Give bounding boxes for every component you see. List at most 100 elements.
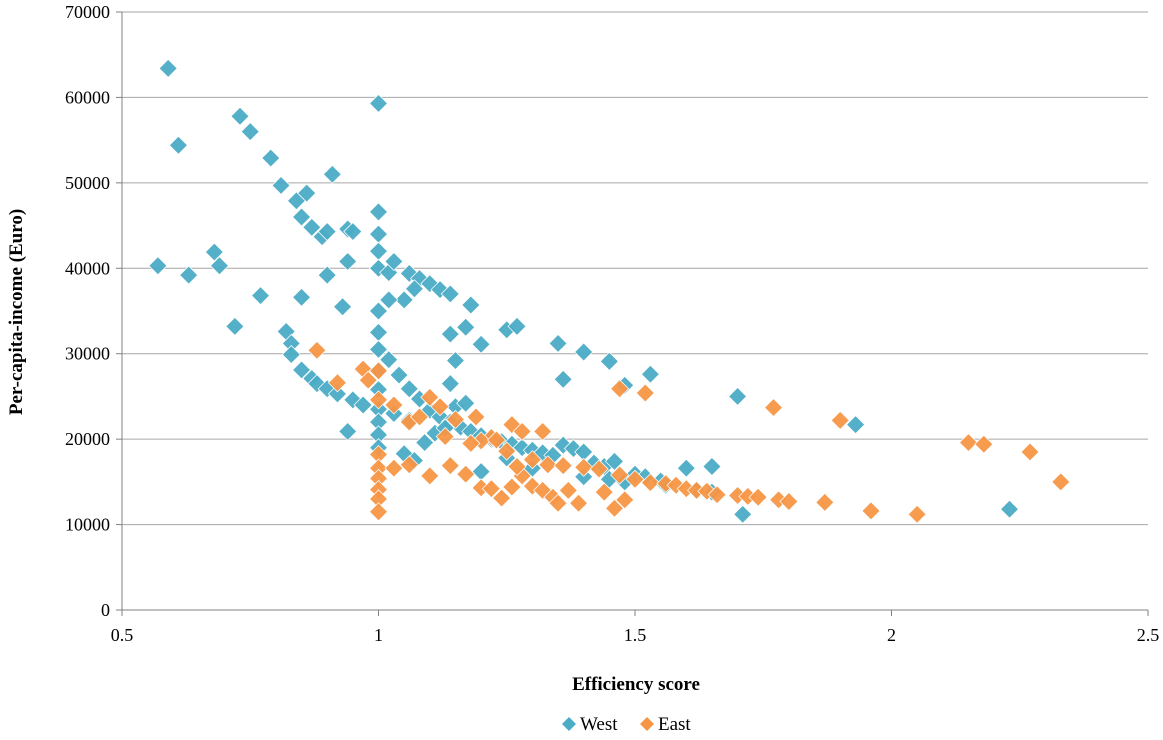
point-west [338,251,358,272]
y-axis-title: Per-capita-income (Euro) [6,209,27,415]
point-west [430,280,450,300]
point-west [368,339,389,360]
point-west [158,58,178,78]
point-east [368,390,389,410]
point-east [533,421,553,442]
point-west [471,334,491,354]
point-west [179,265,199,285]
point-west [333,297,353,317]
point-west [389,365,409,385]
point-west [599,351,619,371]
point-east [707,485,727,505]
point-east [548,493,568,513]
point-west [728,386,748,406]
point-east [440,456,460,476]
point-west [271,175,291,195]
point-east [507,456,527,477]
point-east [779,491,799,512]
point-west [471,462,491,482]
point-west [379,290,399,310]
point-west [250,286,271,306]
point-west [281,345,301,365]
point-east [574,457,594,477]
point-west [291,287,312,307]
point-west [574,342,594,362]
series-east [307,340,1071,524]
point-west [420,274,440,294]
y-tick-label: 70000 [65,2,110,22]
point-west [702,456,722,477]
point-east [610,379,630,399]
legend-marker-east [640,717,654,731]
point-west [322,164,342,184]
point-west [512,438,532,458]
point-west [368,93,389,113]
y-tick-label: 50000 [65,173,110,193]
point-west [261,148,281,168]
point-west [999,499,1020,519]
y-tick-label: 20000 [65,429,110,449]
legend: West East [562,714,691,735]
point-east [558,480,578,500]
point-east [640,473,660,493]
point-east [420,387,440,407]
point-east [522,476,542,496]
point-west [368,322,389,342]
point-west [297,183,317,203]
point-east [861,501,881,521]
point-west [338,421,358,442]
point-east [958,432,979,453]
point-west [343,390,363,410]
point-west [846,415,866,435]
series-west [148,58,1020,524]
point-east [625,469,645,489]
point-west [168,135,188,155]
point-east [327,373,348,393]
point-east [466,407,486,427]
point-west [317,265,337,285]
point-west [384,251,404,272]
point-east [384,395,404,415]
point-west [209,256,230,276]
y-tick-label: 60000 [65,87,110,107]
point-west [676,458,696,478]
legend-marker-west [562,717,576,731]
point-west [733,504,753,524]
point-east [569,493,589,513]
x-tick-labels: 0.5 1 1.5 2 2.5 [111,625,1160,645]
point-east [435,427,455,447]
point-east [830,410,850,430]
point-east [1051,472,1071,492]
point-east [486,430,507,450]
point-east [907,504,927,524]
x-tick-label: 0.5 [111,625,134,645]
point-west [553,435,573,455]
point-east [522,450,542,470]
point-east [481,479,501,499]
point-west [302,217,322,237]
point-east [502,477,522,497]
y-tick-label: 30000 [65,344,110,364]
point-east [610,465,630,485]
point-east [604,498,625,518]
point-west [353,395,373,415]
data-points [148,58,1071,524]
y-tick-label: 10000 [65,515,110,535]
point-west [394,290,414,310]
point-west [507,316,527,336]
point-west [148,256,168,276]
point-east [748,487,768,507]
point-east [538,455,558,475]
point-west [415,432,435,453]
gridlines [122,11,1148,526]
point-west [553,369,573,389]
point-west [291,360,312,380]
x-tick-label: 2.5 [1137,625,1160,645]
x-tick-label: 1.5 [624,625,647,645]
point-west [368,224,389,244]
x-tick-label: 1 [374,625,383,645]
point-east [594,482,614,502]
point-west [230,106,250,126]
point-east [384,458,404,478]
